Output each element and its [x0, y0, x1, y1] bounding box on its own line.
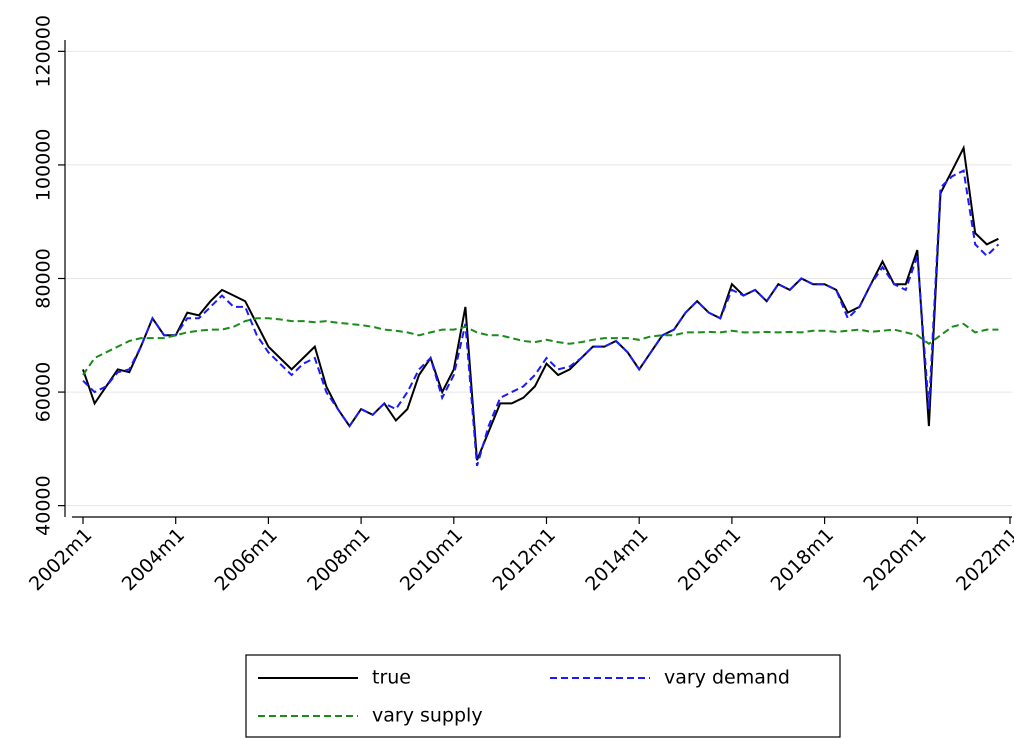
series-line	[82, 169, 1000, 467]
x-tick-label: 2020m1	[859, 524, 930, 595]
y-tick-label: 80000	[33, 248, 55, 308]
x-tick-label: 2014m1	[581, 524, 652, 595]
y-tick-label: 100000	[33, 129, 55, 202]
x-tick-label: 2010m1	[396, 524, 467, 595]
y-tick-label: 60000	[33, 362, 55, 422]
legend-label: vary supply	[372, 705, 483, 727]
series-line	[82, 317, 999, 376]
lines	[82, 144, 1000, 467]
x-tick-label: 2012m1	[489, 524, 560, 595]
y-tick-label: 120000	[33, 15, 55, 88]
legend	[245, 654, 841, 738]
x-tick-label: 2016m1	[674, 524, 745, 595]
y-tick-label: 40000	[33, 475, 55, 535]
legend-label: vary demand	[664, 667, 790, 689]
x-tick-label: 2008m1	[303, 524, 374, 595]
x-tick-label: 2022m1	[952, 524, 1014, 595]
series-line	[82, 144, 999, 461]
x-tick-label: 2006m1	[210, 524, 281, 595]
legend-label: true	[372, 667, 411, 689]
x-tick-label: 2018m1	[767, 524, 838, 595]
grid	[65, 50, 1012, 507]
x-tick-label: 2004m1	[118, 524, 189, 595]
